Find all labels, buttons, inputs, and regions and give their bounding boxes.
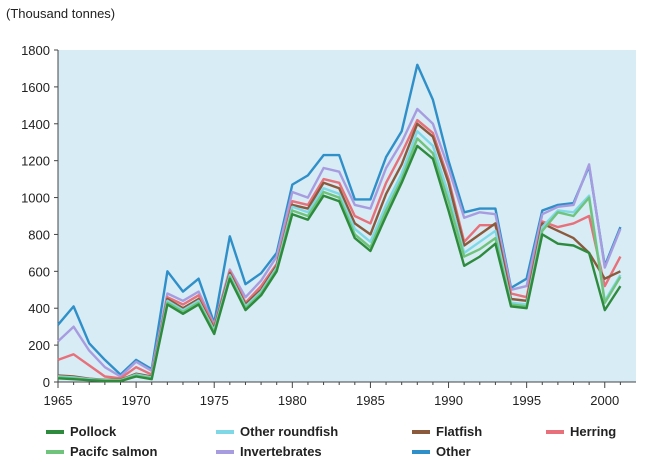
series-line-pollock	[57, 144, 622, 383]
legend-swatch	[412, 449, 430, 454]
y-axis-unit-label: (Thousand tonnes)	[6, 6, 116, 21]
legend-swatch	[46, 429, 64, 434]
legend-label: Invertebrates	[240, 444, 322, 459]
legend-item-herring: Herring	[546, 424, 616, 439]
legend-swatch	[546, 429, 564, 434]
axes: 0 200 400 600 800 1000 1200 1400 1600 1800 1965 197…	[21, 43, 636, 408]
legend-item-other-roundfish: Other roundfish	[216, 424, 338, 439]
legend-item-pollock: Pollock	[46, 424, 116, 439]
legend-item-invertebrates: Invertebrates	[216, 444, 322, 459]
x-tick-label: 1970	[122, 393, 151, 408]
y-tick-label: 600	[28, 264, 50, 279]
line-chart: 0 200 400 600 800 1000 1200 1400 1600 1800 1965 197…	[21, 43, 636, 408]
legend-label: Pollock	[70, 424, 117, 439]
legend-item-flatfish: Flatfish	[412, 424, 482, 439]
legend-item-pacific-salmon: Pacifc salmon	[46, 444, 157, 459]
y-tick-label: 1600	[21, 80, 50, 95]
legend-label: Other roundfish	[240, 424, 339, 439]
legend-swatch	[46, 449, 64, 454]
x-tick-label: 2000	[590, 393, 619, 408]
legend-label: Herring	[570, 424, 617, 439]
y-tick-label: 1400	[21, 117, 50, 132]
y-tick-label: 800	[28, 227, 50, 242]
x-tick-label: 1980	[278, 393, 307, 408]
legend-swatch	[412, 429, 430, 434]
y-tick-label: 1800	[21, 43, 50, 58]
series-layer	[57, 63, 622, 383]
legend: Pollock Other roundfish Flatfish Herring…	[40, 420, 652, 463]
legend-item-other: Other	[412, 444, 471, 459]
y-tick-label: 1200	[21, 154, 50, 169]
legend-label: Other	[436, 444, 471, 459]
y-tick-label: 0	[43, 375, 50, 390]
legend-swatch	[216, 429, 234, 434]
legend-label: Pacifc salmon	[70, 444, 158, 459]
x-tick-label: 1985	[356, 393, 385, 408]
x-tick-label: 1990	[434, 393, 463, 408]
x-tick-label: 1975	[200, 393, 229, 408]
y-tick-label: 1000	[21, 191, 50, 206]
y-tick-label: 200	[28, 338, 50, 353]
x-tick-label: 1995	[512, 393, 541, 408]
y-tick-label: 400	[28, 301, 50, 316]
legend-swatch	[216, 449, 234, 454]
legend-label: Flatfish	[436, 424, 483, 439]
x-tick-label: 1965	[44, 393, 73, 408]
